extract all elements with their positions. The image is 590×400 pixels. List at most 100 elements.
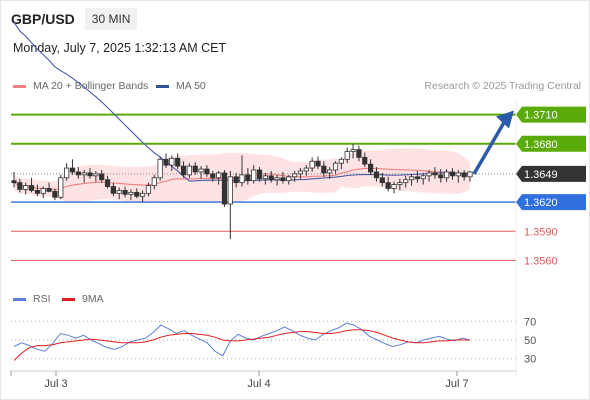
candle (362, 152, 368, 168)
candle-up (338, 158, 344, 164)
candle (239, 155, 245, 187)
candle-down (362, 156, 368, 165)
candle (403, 175, 409, 188)
legend-ma20: MA 20 + Bollinger Bands (13, 80, 148, 92)
candle (40, 186, 46, 199)
candle-down (204, 168, 210, 175)
legend-ma9: 9MA (62, 293, 104, 305)
candle-up (251, 169, 257, 182)
candle-up (467, 171, 473, 178)
candle (58, 174, 64, 200)
candle-down (368, 163, 374, 173)
candle (23, 182, 29, 195)
candle (157, 156, 163, 181)
candle (251, 165, 257, 184)
candle (385, 176, 391, 192)
candle-up (157, 158, 163, 179)
candle-up (292, 173, 298, 178)
candle (192, 162, 198, 175)
x-axis: Jul 3 Jul 4 Jul 7 (10, 100, 517, 390)
level-label-1.3560: 1.3560 (524, 255, 558, 267)
candle-down (379, 177, 385, 184)
candle-up (262, 175, 268, 180)
candle-down (256, 169, 263, 180)
candle (467, 170, 473, 182)
current-price-tag (516, 165, 586, 182)
candle (274, 174, 280, 186)
candle (122, 186, 128, 198)
candle (46, 182, 52, 193)
candle-down (268, 175, 274, 181)
candle (391, 181, 397, 194)
candle-down (315, 160, 321, 167)
candle (221, 170, 228, 207)
candle (268, 170, 274, 183)
pair-title: GBP/USD (11, 11, 75, 27)
candle (69, 159, 76, 175)
candle-down (46, 188, 52, 192)
candle-up (227, 176, 233, 205)
candle-up (58, 177, 64, 198)
candle-down (11, 180, 17, 184)
candle-down (280, 177, 286, 182)
candle-up (239, 174, 245, 184)
rsi-panel: 70 50 30 (11, 316, 536, 366)
candle (140, 190, 146, 203)
candle-down (373, 171, 380, 179)
forecast-arrow (472, 110, 514, 175)
level-label-1.3710: 1.3710 (524, 110, 558, 122)
candle (145, 182, 152, 197)
candle-down (385, 182, 391, 189)
x-tick-label: Jul 4 (247, 378, 270, 390)
ma9-label: 9MA (82, 293, 104, 305)
level-label-1.3590: 1.3590 (524, 226, 558, 238)
rsi-tick-70: 70 (524, 316, 536, 328)
candle-up (297, 170, 304, 175)
rsi-tick-30: 30 (524, 354, 536, 366)
x-tick-label: Jul 7 (445, 378, 468, 390)
candle-up (444, 171, 450, 179)
candle-down (75, 171, 81, 176)
level-label-1.3680: 1.3680 (524, 139, 558, 151)
candle-up (344, 151, 350, 160)
candle-down (180, 165, 187, 176)
candle-up (93, 173, 99, 177)
candle-down (438, 174, 444, 179)
candle-up (151, 177, 157, 186)
candle (233, 172, 239, 188)
level-tag-1.3680 (516, 135, 586, 152)
candle-down (432, 172, 438, 176)
level-label-1.3620: 1.3620 (524, 197, 558, 209)
candle-up (128, 191, 134, 195)
timeframe-badge[interactable]: 30 MIN (84, 8, 138, 30)
candle (11, 171, 17, 188)
level-tag-1.3620 (516, 194, 586, 211)
candle (198, 166, 204, 179)
candle (286, 174, 292, 185)
candle-down (104, 179, 111, 187)
candle (163, 153, 169, 169)
candle (327, 167, 333, 179)
candle-up (23, 185, 29, 190)
rsi-tick-50: 50 (524, 335, 536, 347)
candle-down (87, 172, 93, 177)
candle-down (134, 191, 140, 197)
candle (104, 175, 111, 189)
candle (204, 165, 210, 177)
candle (64, 163, 70, 181)
candle-up (391, 184, 397, 189)
candle-up (169, 157, 175, 166)
candle-down (321, 165, 327, 174)
candle (332, 161, 339, 174)
candle-up (216, 172, 222, 179)
candle-down (122, 190, 128, 195)
timestamp: Monday, July 7, 2025 1:32:13 AM CET (13, 41, 227, 55)
candle-up (332, 162, 339, 171)
candle-up (274, 177, 280, 181)
candle (17, 178, 23, 193)
candle-down (461, 172, 467, 178)
candle (186, 163, 192, 178)
candle (216, 170, 222, 185)
rsi-label: RSI (33, 293, 51, 305)
